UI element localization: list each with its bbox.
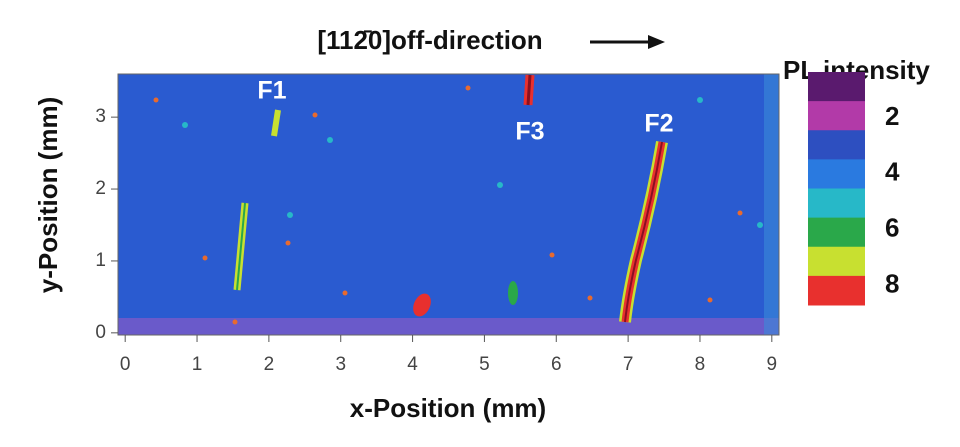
colorbar-tick-label: 8 <box>885 268 899 298</box>
colorbar-band <box>808 72 865 102</box>
y-tick-label: 1 <box>95 250 106 271</box>
x-tick-label: 4 <box>407 354 418 375</box>
feature-label: F3 <box>515 118 544 146</box>
heatmap-image <box>118 74 779 335</box>
x-tick-label: 0 <box>120 354 131 375</box>
x-tick-label: 8 <box>695 354 706 375</box>
colorbar-band <box>808 275 865 306</box>
colorbar-band <box>808 159 865 189</box>
x-tick-label: 2 <box>264 354 275 375</box>
feature-label: F2 <box>644 110 673 138</box>
colorbar-band <box>808 246 865 277</box>
x-tick-label: 6 <box>551 354 562 375</box>
y-tick-label: 2 <box>95 178 106 199</box>
colorbar-band <box>808 130 865 160</box>
y-tick-label: 0 <box>95 322 106 343</box>
x-tick-label: 9 <box>767 354 778 375</box>
y-tick-label: 3 <box>95 106 106 127</box>
x-axis-label: x-Position (mm) <box>350 393 546 423</box>
colorbar-tick-label: 4 <box>885 157 900 187</box>
feature-label: F1 <box>257 77 286 105</box>
x-tick-label: 7 <box>623 354 634 375</box>
x-tick-label: 5 <box>479 354 490 375</box>
direction-arrowhead <box>648 35 665 49</box>
colorbar-band <box>808 188 865 219</box>
colorbar-band <box>808 217 865 248</box>
colorbar-tick-label: 2 <box>885 101 899 131</box>
colorbar-tick-label: 6 <box>885 213 899 243</box>
colorbar-band <box>808 101 865 131</box>
plot-frame <box>117 73 780 336</box>
x-tick-label: 3 <box>335 354 346 375</box>
x-tick-label: 1 <box>192 354 203 375</box>
y-axis-label: y-Position (mm) <box>33 97 63 293</box>
chart-title: [112̄0]off-direction <box>317 25 542 55</box>
